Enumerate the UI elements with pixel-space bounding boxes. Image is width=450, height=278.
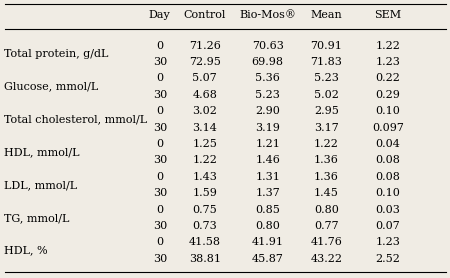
Text: 2.95: 2.95: [314, 106, 339, 116]
Text: 2.52: 2.52: [375, 254, 401, 264]
Text: 5.07: 5.07: [193, 73, 217, 83]
Text: 0.10: 0.10: [375, 188, 401, 198]
Text: HDL, mmol/L: HDL, mmol/L: [4, 147, 80, 157]
Text: Total cholesterol, mmol/L: Total cholesterol, mmol/L: [4, 115, 148, 125]
Text: 3.19: 3.19: [255, 123, 280, 133]
Text: 30: 30: [153, 123, 167, 133]
Text: 3.14: 3.14: [192, 123, 217, 133]
Text: 0.75: 0.75: [193, 205, 217, 215]
Text: 0.10: 0.10: [375, 106, 401, 116]
Text: 0.04: 0.04: [375, 139, 401, 149]
Text: SEM: SEM: [374, 10, 401, 20]
Text: 30: 30: [153, 57, 167, 67]
Text: 1.31: 1.31: [255, 172, 280, 182]
Text: 41.91: 41.91: [252, 237, 284, 247]
Text: 0.097: 0.097: [372, 123, 404, 133]
Text: 3.17: 3.17: [314, 123, 338, 133]
Text: 1.23: 1.23: [375, 237, 401, 247]
Text: 1.59: 1.59: [192, 188, 217, 198]
Text: 5.23: 5.23: [255, 90, 280, 100]
Text: 38.81: 38.81: [189, 254, 221, 264]
Text: 5.02: 5.02: [314, 90, 339, 100]
Text: 30: 30: [153, 90, 167, 100]
Text: 72.95: 72.95: [189, 57, 220, 67]
Text: 0: 0: [156, 205, 163, 215]
Text: 1.37: 1.37: [256, 188, 280, 198]
Text: 0.08: 0.08: [375, 155, 401, 165]
Text: 69.98: 69.98: [252, 57, 284, 67]
Text: 0.03: 0.03: [375, 205, 401, 215]
Text: 0.77: 0.77: [314, 221, 338, 231]
Text: 1.46: 1.46: [255, 155, 280, 165]
Text: 1.25: 1.25: [192, 139, 217, 149]
Text: 71.83: 71.83: [310, 57, 342, 67]
Text: 0: 0: [156, 41, 163, 51]
Text: 70.91: 70.91: [310, 41, 342, 51]
Text: 1.22: 1.22: [314, 139, 339, 149]
Text: 71.26: 71.26: [189, 41, 220, 51]
Text: 30: 30: [153, 155, 167, 165]
Text: 1.21: 1.21: [255, 139, 280, 149]
Text: 0.80: 0.80: [255, 221, 280, 231]
Text: 4.68: 4.68: [192, 90, 217, 100]
Text: 1.22: 1.22: [375, 41, 401, 51]
Text: Glucose, mmol/L: Glucose, mmol/L: [4, 82, 99, 92]
Text: 3.02: 3.02: [192, 106, 217, 116]
Text: 30: 30: [153, 221, 167, 231]
Text: 0: 0: [156, 172, 163, 182]
Text: 1.23: 1.23: [375, 57, 401, 67]
Text: 2.90: 2.90: [255, 106, 280, 116]
Text: Control: Control: [184, 10, 226, 20]
Text: 0.07: 0.07: [375, 221, 401, 231]
Text: 0.73: 0.73: [193, 221, 217, 231]
Text: 1.22: 1.22: [192, 155, 217, 165]
Text: 41.76: 41.76: [310, 237, 342, 247]
Text: Day: Day: [149, 10, 171, 20]
Text: Mean: Mean: [310, 10, 342, 20]
Text: Total protein, g/dL: Total protein, g/dL: [4, 49, 109, 59]
Text: LDL, mmol/L: LDL, mmol/L: [4, 180, 77, 190]
Text: 1.43: 1.43: [192, 172, 217, 182]
Text: 0.22: 0.22: [375, 73, 401, 83]
Text: 70.63: 70.63: [252, 41, 284, 51]
Text: 30: 30: [153, 188, 167, 198]
Text: 1.36: 1.36: [314, 172, 339, 182]
Text: 0.80: 0.80: [314, 205, 339, 215]
Text: HDL, %: HDL, %: [4, 245, 48, 255]
Text: 0.29: 0.29: [375, 90, 401, 100]
Text: 45.87: 45.87: [252, 254, 284, 264]
Text: Bio-Mos®: Bio-Mos®: [239, 10, 296, 20]
Text: 41.58: 41.58: [189, 237, 221, 247]
Text: 0: 0: [156, 106, 163, 116]
Text: 0.85: 0.85: [255, 205, 280, 215]
Text: 1.45: 1.45: [314, 188, 339, 198]
Text: 5.36: 5.36: [255, 73, 280, 83]
Text: 0.08: 0.08: [375, 172, 401, 182]
Text: TG, mmol/L: TG, mmol/L: [4, 213, 70, 223]
Text: 0: 0: [156, 139, 163, 149]
Text: 5.23: 5.23: [314, 73, 339, 83]
Text: 43.22: 43.22: [310, 254, 342, 264]
Text: 30: 30: [153, 254, 167, 264]
Text: 0: 0: [156, 73, 163, 83]
Text: 1.36: 1.36: [314, 155, 339, 165]
Text: 0: 0: [156, 237, 163, 247]
